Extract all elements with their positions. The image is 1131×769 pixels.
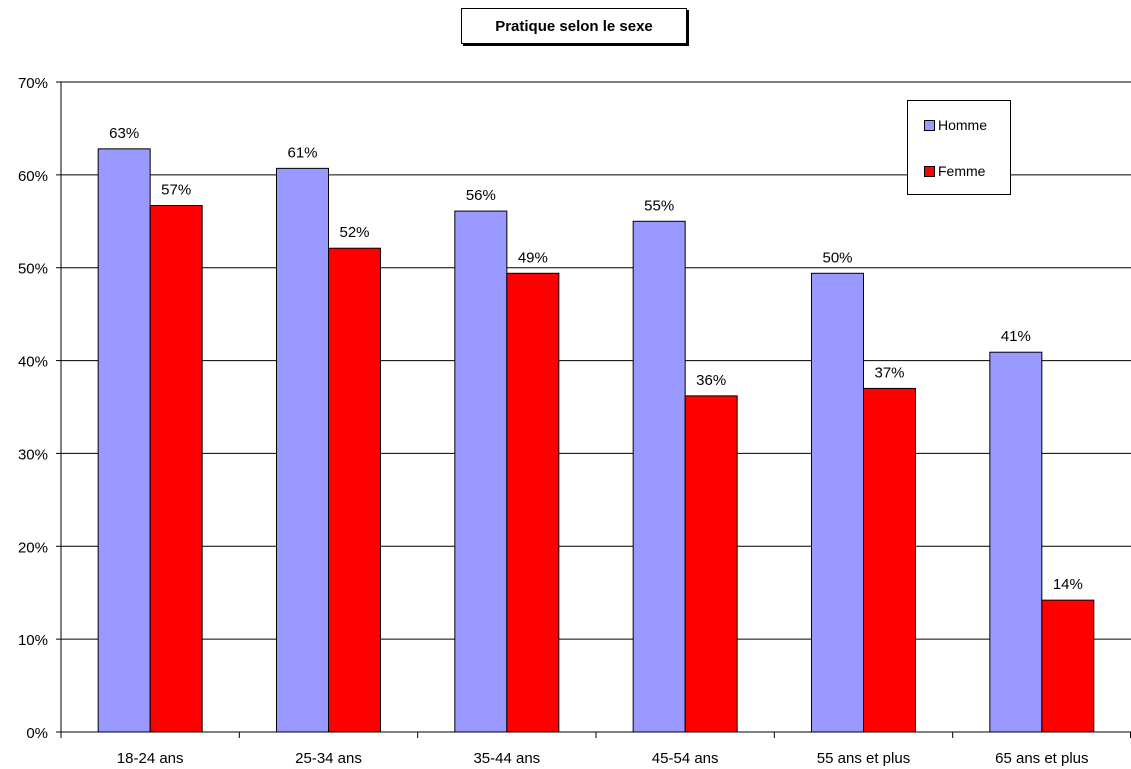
bar-homme [989, 351, 1043, 733]
legend-item-femme: Femme [924, 163, 985, 179]
x-tick-label: 55 ans et plus [817, 750, 910, 767]
bar-femme [684, 395, 738, 733]
data-label-femme: 49% [518, 249, 548, 266]
legend-label-homme: Homme [938, 117, 988, 133]
data-label-femme: 57% [161, 182, 191, 199]
y-tick-label: 10% [18, 632, 48, 649]
axes: 0% 10% 20% 30% 40% 50% 60% 70% 18-24 ans 25-34 an… [18, 75, 1131, 767]
bar-femme [506, 272, 560, 733]
y-tick-label: 70% [18, 75, 48, 92]
gridlines [61, 81, 1131, 640]
y-tick-label: 60% [18, 168, 48, 185]
y-tick-label: 0% [26, 725, 48, 742]
bar-homme [276, 167, 329, 733]
x-tick-label: 25-34 ans [295, 750, 362, 767]
legend-item-homme: Homme [924, 117, 987, 133]
data-label-homme: 61% [287, 144, 317, 161]
data-label-homme: 63% [109, 125, 139, 142]
data-label-femme: 52% [339, 224, 369, 241]
data-label-femme: 37% [874, 364, 904, 381]
y-tick-label: 50% [18, 261, 48, 278]
data-label-homme: 55% [644, 197, 674, 214]
x-tick-label: 45-54 ans [652, 750, 719, 767]
data-label-femme: 36% [696, 372, 726, 389]
bar-homme [811, 272, 864, 733]
legend-swatch-femme [924, 165, 935, 177]
bars: 63% 57% 61% 52% 56% 49% 55% 36% 50% 37% 41% 14% [97, 125, 1095, 733]
x-tick-label: 65 ans et plus [995, 750, 1088, 767]
bar-femme [863, 387, 916, 733]
x-tick-label: 18-24 ans [117, 750, 184, 767]
data-label-homme: 56% [466, 187, 496, 204]
bar-homme [97, 148, 151, 733]
bar-homme [632, 220, 686, 733]
legend-swatch-homme [924, 119, 935, 131]
y-tick-label: 40% [18, 354, 48, 371]
legend-label-femme: Femme [938, 163, 986, 179]
y-tick-label: 20% [18, 539, 48, 556]
y-tick-label: 30% [18, 446, 48, 463]
bar-femme [328, 247, 381, 733]
data-label-homme: 41% [1001, 328, 1031, 345]
legend: Homme Femme [907, 100, 1011, 195]
data-label-homme: 50% [822, 249, 852, 266]
x-tick-label: 35-44 ans [473, 750, 540, 767]
data-label-femme: 14% [1053, 576, 1083, 593]
bar-femme [149, 205, 203, 733]
bar-femme [1041, 599, 1095, 733]
chart-title: Pratique selon le sexe [461, 8, 687, 44]
bar-homme [454, 210, 508, 733]
